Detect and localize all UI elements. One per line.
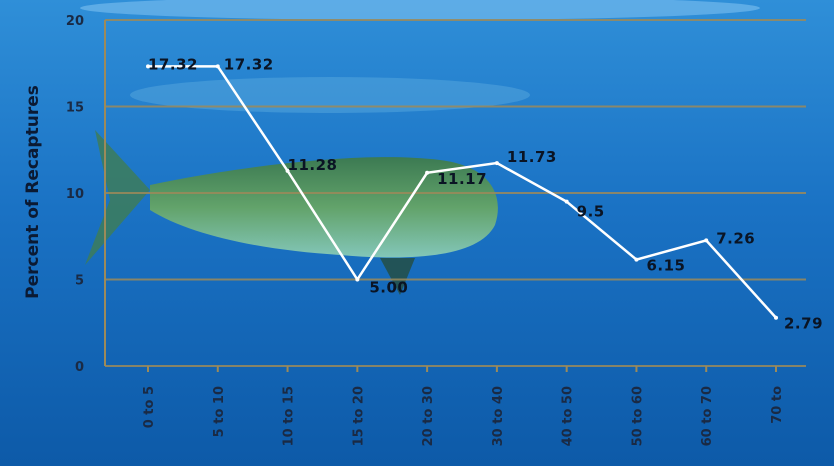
y-axis-title: Percent of Recaptures	[23, 85, 43, 299]
series-line	[148, 65, 777, 319]
data-label: 7.26	[716, 229, 755, 247]
x-tick-label: 70 to	[770, 386, 785, 424]
y-tick-label: 10	[66, 187, 84, 202]
y-tick-label: 5	[75, 274, 84, 289]
data-point	[704, 238, 709, 243]
y-tick-label: 0	[75, 360, 84, 375]
data-label: 6.15	[646, 257, 685, 275]
data-label: 9.5	[577, 203, 605, 221]
data-label: 2.79	[784, 315, 823, 333]
data-point	[774, 315, 778, 320]
data-point	[634, 257, 639, 262]
data-label: 11.28	[288, 156, 338, 174]
data-label: 11.17	[437, 170, 487, 188]
x-tick-label: 0 to 5	[142, 386, 157, 428]
data-point	[494, 161, 499, 166]
data-point	[564, 199, 569, 204]
data-point	[285, 168, 290, 173]
x-tick-label: 60 to 70	[700, 386, 715, 446]
data-label: 11.73	[507, 148, 557, 166]
x-tick-label: 10 to 15	[282, 386, 297, 446]
x-tick-label: 5 to 10	[212, 386, 227, 437]
data-point	[146, 64, 150, 69]
x-tick-label: 40 to 50	[561, 386, 576, 446]
x-tick-label: 30 to 40	[491, 386, 506, 446]
data-point	[355, 277, 360, 282]
data-point	[425, 170, 430, 175]
data-label: 5.00	[369, 279, 408, 297]
data-label: 17.32	[148, 55, 198, 73]
x-tick-label: 15 to 20	[351, 386, 366, 446]
y-tick-label: 20	[66, 14, 84, 29]
x-tick-label: 50 to 60	[630, 386, 645, 446]
data-point	[215, 64, 220, 69]
data-label: 17.32	[224, 55, 274, 73]
y-tick-label: 15	[66, 101, 84, 116]
fish-silhouette	[150, 157, 498, 258]
x-tick-label: 20 to 30	[421, 386, 436, 446]
